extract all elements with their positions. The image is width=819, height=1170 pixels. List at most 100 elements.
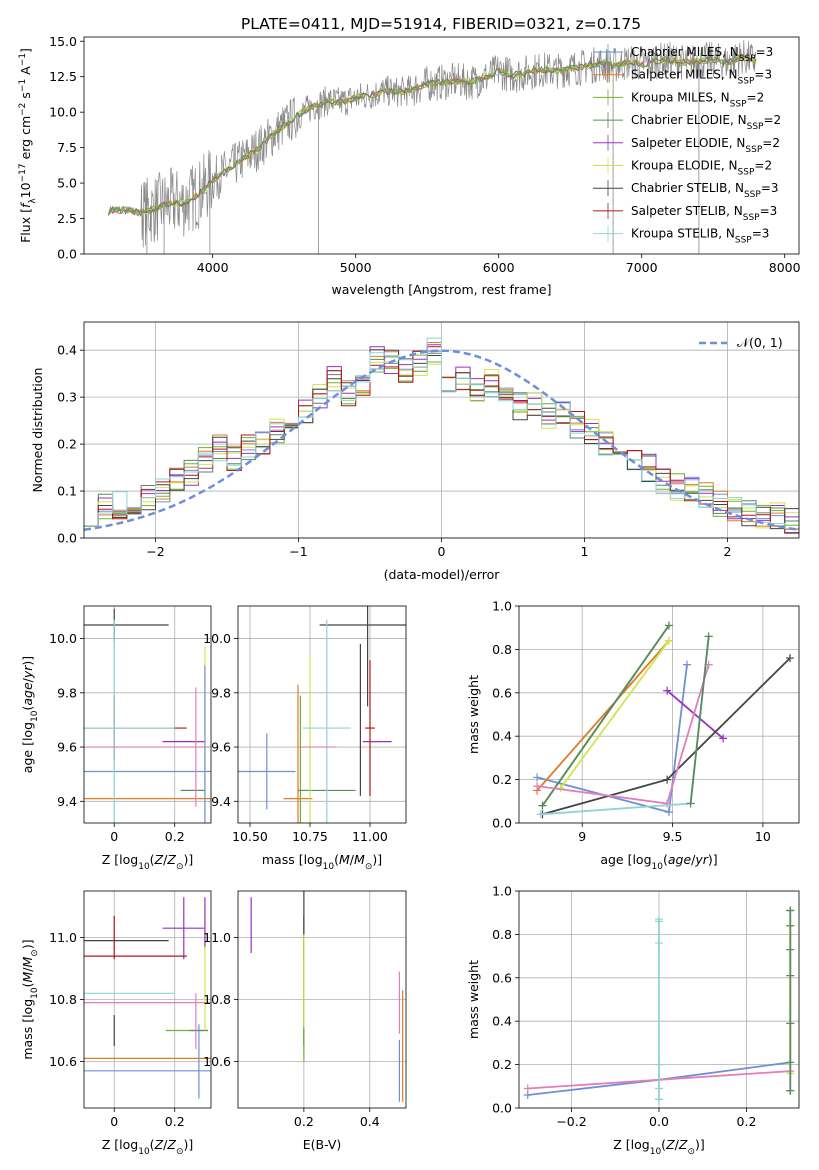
weight-marker: [663, 686, 672, 695]
y-axis-label: Flux [fλ10−17 erg cm−2 s−1 A−1]: [18, 48, 38, 243]
label-part: Z: [678, 1137, 688, 1152]
weight-marker: [655, 917, 663, 926]
y-tick-label: 0.1: [57, 484, 77, 499]
label-part: M: [339, 852, 350, 867]
label-part: age: [20, 682, 35, 706]
label-part: /: [350, 852, 355, 867]
legend-label: Salpeter MILES, NSSP=3: [631, 68, 772, 87]
label-part: )]: [20, 939, 35, 949]
y-tick-label: 0.0: [57, 531, 77, 546]
label-part: Salpeter ELODIE, N: [631, 136, 745, 150]
legend-label: Chabrier MILES, NSSP=3: [631, 45, 773, 64]
axes-frame: [83, 321, 800, 539]
label-part: (: [661, 1137, 666, 1152]
x-tick-label: 10.75: [292, 829, 328, 844]
y-tick-label: 11.0: [49, 930, 77, 945]
label-part: Z [log: [102, 852, 138, 867]
x-tick-label: 7000: [626, 260, 658, 275]
y-tick-label: 12.5: [49, 69, 77, 84]
x-tick-label: 0: [110, 829, 118, 844]
label-part: SSP: [743, 213, 760, 223]
axes-frame: [518, 890, 800, 1109]
x-tick-label: 0.4: [360, 1114, 380, 1129]
y-tick-label: 0.2: [492, 772, 512, 787]
label-part: /: [691, 852, 696, 867]
x-tick-label: −1: [289, 544, 307, 559]
x-tick-label: 0.2: [165, 829, 185, 844]
y-axis-label: age [log10(age/yr)]: [20, 656, 40, 773]
label-part: −1: [18, 79, 28, 92]
weight-marker: [538, 801, 547, 810]
label-part: Z: [665, 1137, 675, 1152]
label-part: −1: [18, 53, 28, 66]
x-tick-label: 2: [724, 544, 732, 559]
weight-marker: [683, 660, 691, 669]
weight-marker: [655, 939, 663, 948]
label-part: 10: [30, 710, 40, 722]
y-tick-label: 10.0: [49, 631, 77, 646]
label-part: Salpeter MILES, N: [631, 68, 738, 82]
label-part: )]: [183, 852, 193, 867]
label-part: /: [675, 1137, 680, 1152]
y-tick-label: 9.4: [211, 794, 231, 809]
y-tick-label: 0.8: [492, 927, 512, 942]
label-part: yr: [694, 852, 708, 867]
y-tick-label: 1.0: [492, 599, 512, 614]
label-part: =2: [754, 159, 772, 173]
y-tick-label: 0.4: [492, 1014, 512, 1029]
label-part: ⊙: [176, 1147, 184, 1157]
y-tick-label: 10.6: [49, 1054, 77, 1069]
weight-marker: [664, 636, 673, 645]
label-part: /: [20, 967, 35, 972]
x-axis-label: wavelength [Angstrom, rest frame]: [331, 282, 551, 297]
x-axis-label: age [log10(age/yr)]: [600, 852, 717, 872]
label-part: E(B-V): [303, 1137, 342, 1152]
label-part: 10: [18, 182, 33, 198]
x-tick-label: 8000: [769, 260, 801, 275]
label-part: Chabrier ELODIE, N: [631, 113, 747, 127]
axes-frame: [237, 605, 407, 824]
label-part: Kroupa STELIB, N: [631, 227, 735, 241]
plot-area: [84, 891, 211, 1108]
label-part: SSP: [738, 77, 755, 87]
chart-spectrum: 4000 5000 6000 7000 8000 0.0 2.5 5.0 7.5 10.0 12.5…: [18, 34, 801, 297]
label-part: =2: [763, 113, 781, 127]
y-tick-label: 9.6: [211, 740, 231, 755]
y-tick-label: 2.5: [57, 211, 77, 226]
label-part: Kroupa ELODIE, N: [631, 159, 738, 173]
y-tick-label: 15.0: [49, 34, 77, 49]
y-tick-label: 0.0: [57, 247, 77, 262]
label-part: yr: [20, 665, 35, 679]
label-part: SSP: [738, 168, 755, 178]
weight-marker: [786, 1086, 795, 1095]
label-part: 10: [138, 1147, 150, 1157]
label-part: Z [log: [102, 1137, 138, 1152]
weight-marker: [786, 906, 795, 915]
label-part: =3: [754, 68, 772, 82]
label-part: M: [20, 956, 35, 967]
y-axis-label: mass [log10(M/M⊙)]: [20, 939, 40, 1059]
x-axis-label: E(B-V): [303, 1137, 342, 1152]
label-part: SSP: [745, 145, 762, 155]
y-tick-label: 10.8: [203, 992, 231, 1007]
model-fit-chabrier-elodie: [107, 54, 757, 216]
label-part: f: [18, 202, 33, 208]
x-tick-label: 0: [438, 544, 446, 559]
weight-marker: [704, 632, 713, 641]
weight-marker: [686, 799, 695, 808]
label-part: Chabrier STELIB, N: [631, 181, 744, 195]
y-tick-label: 0.8: [492, 642, 512, 657]
figure-title: PLATE=0411, MJD=51914, FIBERID=0321, z=0…: [241, 15, 641, 33]
label-part: M: [20, 972, 35, 983]
legend-label: Salpeter STELIB, NSSP=3: [631, 204, 777, 223]
axes-frame: [83, 605, 212, 824]
weight-marker: [786, 1058, 795, 1067]
weight-marker: [523, 1084, 532, 1093]
y-tick-label: 1.0: [492, 884, 512, 899]
y-tick-label: 0.0: [492, 816, 512, 831]
weight-marker: [533, 773, 542, 782]
weight-marker: [655, 1060, 663, 1069]
y-tick-label: 0.6: [492, 685, 512, 700]
label-part: age: [668, 852, 692, 867]
